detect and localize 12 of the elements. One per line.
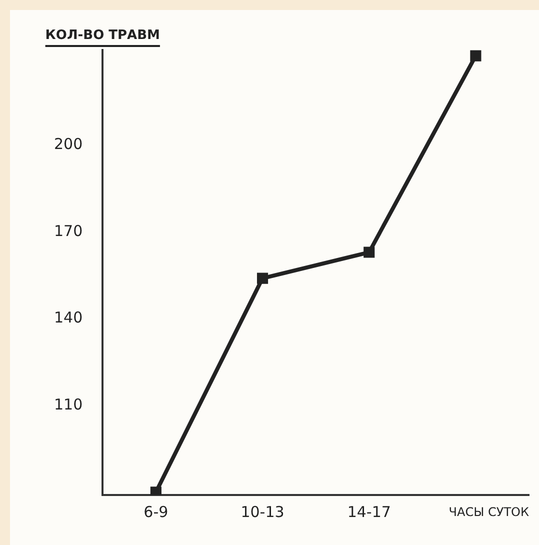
y-axis-title: КОЛ-ВО ТРАВМ bbox=[45, 28, 160, 43]
y-tick-label: 140 bbox=[54, 308, 83, 327]
point bbox=[470, 50, 482, 62]
x-tick-label: 10-13 bbox=[240, 502, 284, 521]
x-tick-label: 14-17 bbox=[347, 502, 391, 521]
y-tick-label: 110 bbox=[54, 395, 83, 414]
x-tick-label: 6-9 bbox=[144, 502, 168, 521]
point bbox=[364, 246, 375, 258]
y-tick-label: 200 bbox=[54, 135, 83, 154]
y-tick-label: 170 bbox=[54, 222, 83, 240]
x-axis-title: ЧАСЫ СУТОК bbox=[448, 505, 530, 520]
point bbox=[256, 272, 268, 284]
